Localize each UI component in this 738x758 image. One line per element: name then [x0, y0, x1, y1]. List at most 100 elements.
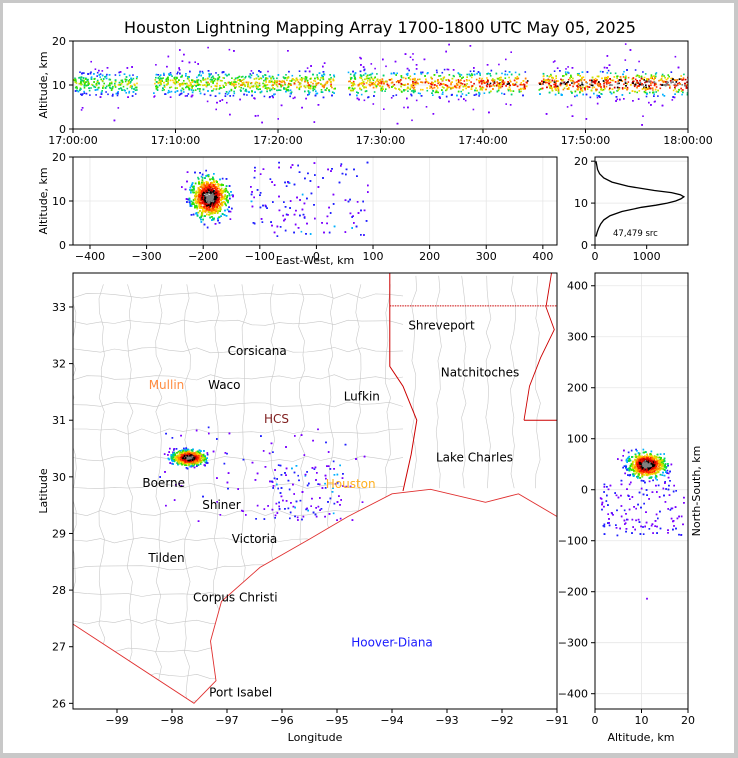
p1-source-point	[298, 87, 301, 90]
p1-source-point	[322, 78, 325, 81]
p1-source-point	[221, 80, 223, 82]
p1-source-point	[370, 81, 372, 84]
p1-ylabel: Altitude, km	[37, 51, 50, 118]
p1-source-point	[96, 88, 99, 91]
p1-source-point	[176, 77, 178, 79]
p1-source-point	[183, 53, 185, 56]
p1-source-point	[173, 78, 176, 80]
p1-source-point	[207, 70, 210, 72]
p1-source-point	[188, 88, 191, 91]
p1-source-point	[616, 86, 619, 89]
p1-source-point	[134, 93, 137, 95]
p1-source-point	[499, 82, 501, 84]
p1-source-point	[290, 91, 293, 93]
p1-source-point	[257, 88, 260, 91]
p1-source-point	[167, 91, 169, 94]
p1-source-point	[100, 93, 103, 95]
p1-source-point	[441, 86, 444, 88]
p1-source-point	[421, 81, 424, 84]
p1-source-point	[570, 76, 572, 78]
p1-source-point	[305, 78, 307, 81]
p1-source-point	[498, 87, 500, 90]
p1-source-point	[632, 100, 634, 102]
p1-source-point	[259, 91, 262, 94]
p1-source-point	[651, 87, 654, 89]
p1-source-point	[647, 87, 650, 89]
p1-source-point	[186, 82, 188, 85]
p1-source-point	[441, 93, 444, 95]
p1-source-point	[507, 81, 509, 83]
p1-source-point	[620, 78, 622, 81]
p1-source-point	[626, 69, 628, 71]
p1-source-point	[309, 91, 311, 94]
p1-source-point	[214, 95, 217, 97]
p1-source-point	[198, 74, 200, 76]
p1-source-point	[277, 74, 280, 76]
p1-source-point	[412, 84, 415, 87]
p1-source-point	[506, 73, 509, 76]
p1-source-point	[412, 53, 414, 55]
p1-source-point	[677, 66, 680, 69]
p1-source-point	[291, 74, 294, 77]
p1-source-point	[556, 85, 559, 88]
p1-source-point	[109, 84, 111, 87]
p1-source-point	[512, 83, 514, 85]
p1-source-point	[102, 87, 104, 89]
p1-source-point	[262, 82, 264, 85]
p1-source-point	[258, 70, 260, 72]
p1-source-point	[208, 75, 211, 78]
p1-source-point	[596, 88, 598, 91]
p1-source-point	[502, 83, 504, 86]
p1-source-point	[635, 75, 638, 78]
p1-source-point	[136, 76, 138, 78]
p1-source-point	[208, 82, 210, 85]
p1-source-point	[316, 82, 319, 85]
p1-source-point	[159, 81, 161, 84]
p1-source-point	[686, 84, 688, 86]
p1-source-point	[461, 93, 464, 95]
p1-source-point	[672, 81, 674, 83]
p1-source-point	[249, 87, 251, 89]
p1-source-point	[330, 83, 332, 86]
p1-source-point	[645, 88, 647, 90]
p1-source-point	[351, 82, 354, 84]
p1-source-point	[126, 67, 129, 69]
p1-source-point	[611, 88, 614, 90]
p1-source-point	[307, 82, 309, 84]
p1-source-point	[117, 91, 119, 93]
p1-source-point	[183, 91, 185, 93]
p1-source-point	[653, 78, 655, 81]
p1-source-point	[126, 83, 129, 86]
p1-source-point	[350, 82, 353, 84]
p1-source-point	[304, 80, 306, 83]
p1-source-point	[674, 79, 677, 81]
p1-source-point	[653, 75, 655, 77]
p1-source-point	[508, 82, 510, 85]
p1-source-point	[304, 79, 307, 81]
p1-source-point	[255, 84, 258, 87]
p1-source-point	[96, 71, 99, 74]
p1-source-point	[577, 79, 580, 82]
p1-source-point	[93, 85, 95, 88]
p1-source-point	[219, 79, 222, 82]
p1-source-point	[621, 94, 624, 96]
p1-source-point	[413, 83, 416, 85]
p1-source-point	[562, 79, 565, 81]
p1-source-point	[264, 84, 267, 87]
p1-source-point	[245, 90, 248, 93]
p1-source-point	[292, 97, 295, 100]
p1-source-point	[268, 80, 271, 82]
p1-source-point	[134, 86, 137, 89]
p2-source-point	[300, 230, 303, 233]
p1-source-point	[187, 78, 190, 80]
p1-source-point	[244, 85, 246, 87]
p1-source-point	[638, 76, 641, 78]
p1-source-point	[179, 49, 181, 51]
p1-source-point	[644, 73, 647, 75]
p1-source-point	[131, 66, 133, 68]
p1-source-point	[431, 83, 433, 86]
p1-source-point	[125, 76, 128, 78]
p1-source-point	[276, 80, 278, 82]
p1-source-point	[224, 95, 227, 97]
p1-source-point	[85, 81, 87, 83]
